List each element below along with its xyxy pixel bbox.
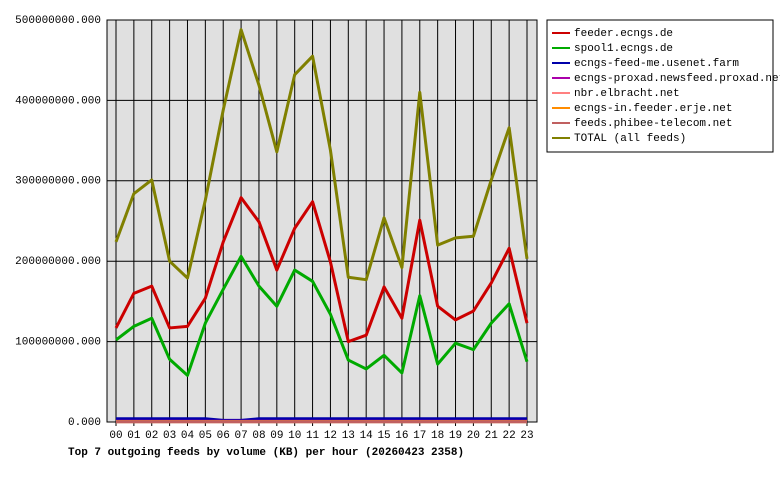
legend-label: nbr.elbracht.net [574, 88, 680, 100]
x-tick-label: 01 [127, 430, 141, 442]
x-tick-label: 13 [342, 430, 355, 442]
plot-area [107, 20, 537, 422]
x-tick-label: 06 [217, 430, 230, 442]
x-tick-label: 02 [145, 430, 158, 442]
x-tick-label: 18 [431, 430, 444, 442]
chart-title: Top 7 outgoing feeds by volume (KB) per … [68, 447, 464, 459]
x-tick-label: 21 [485, 430, 499, 442]
legend-label: TOTAL (all feeds) [574, 133, 686, 145]
x-tick-label: 22 [503, 430, 516, 442]
y-tick-label: 500000000.000 [15, 15, 101, 27]
x-tick-label: 14 [360, 430, 374, 442]
y-tick-label: 400000000.000 [15, 95, 101, 107]
x-tick-label: 19 [449, 430, 462, 442]
legend-label: feeder.ecngs.de [574, 28, 673, 40]
legend-label: feeds.phibee-telecom.net [574, 118, 732, 130]
legend-label: ecngs-in.feeder.erje.net [574, 103, 732, 115]
x-tick-label: 03 [163, 430, 176, 442]
series-line [115, 254, 529, 377]
x-tick-label: 17 [413, 430, 426, 442]
x-tick-label: 04 [181, 430, 195, 442]
x-tick-label: 23 [520, 430, 533, 442]
x-tick-label: 08 [252, 430, 265, 442]
series-line [116, 417, 527, 422]
x-tick-label: 07 [234, 430, 247, 442]
y-tick-label: 200000000.000 [15, 256, 101, 268]
legend-label: ecngs-feed-me.usenet.farm [574, 58, 739, 70]
x-tick-label: 11 [306, 430, 320, 442]
y-tick-label: 300000000.000 [15, 176, 101, 188]
legend-label: spool1.ecngs.de [574, 43, 673, 55]
x-tick-label: 05 [199, 430, 212, 442]
y-tick-label: 100000000.000 [15, 337, 101, 349]
x-tick-label: 10 [288, 430, 301, 442]
x-tick-label: 20 [467, 430, 480, 442]
y-tick-label: 0.000 [68, 417, 101, 429]
series-line [114, 28, 529, 282]
series-line [114, 196, 529, 344]
x-tick-label: 00 [109, 430, 122, 442]
x-tick-label: 12 [324, 430, 337, 442]
x-tick-label: 15 [377, 430, 390, 442]
x-tick-label: 16 [395, 430, 408, 442]
legend-label: ecngs-proxad.newsfeed.proxad.net [574, 73, 780, 85]
legend-box [546, 19, 774, 153]
x-tick-label: 09 [270, 430, 283, 442]
